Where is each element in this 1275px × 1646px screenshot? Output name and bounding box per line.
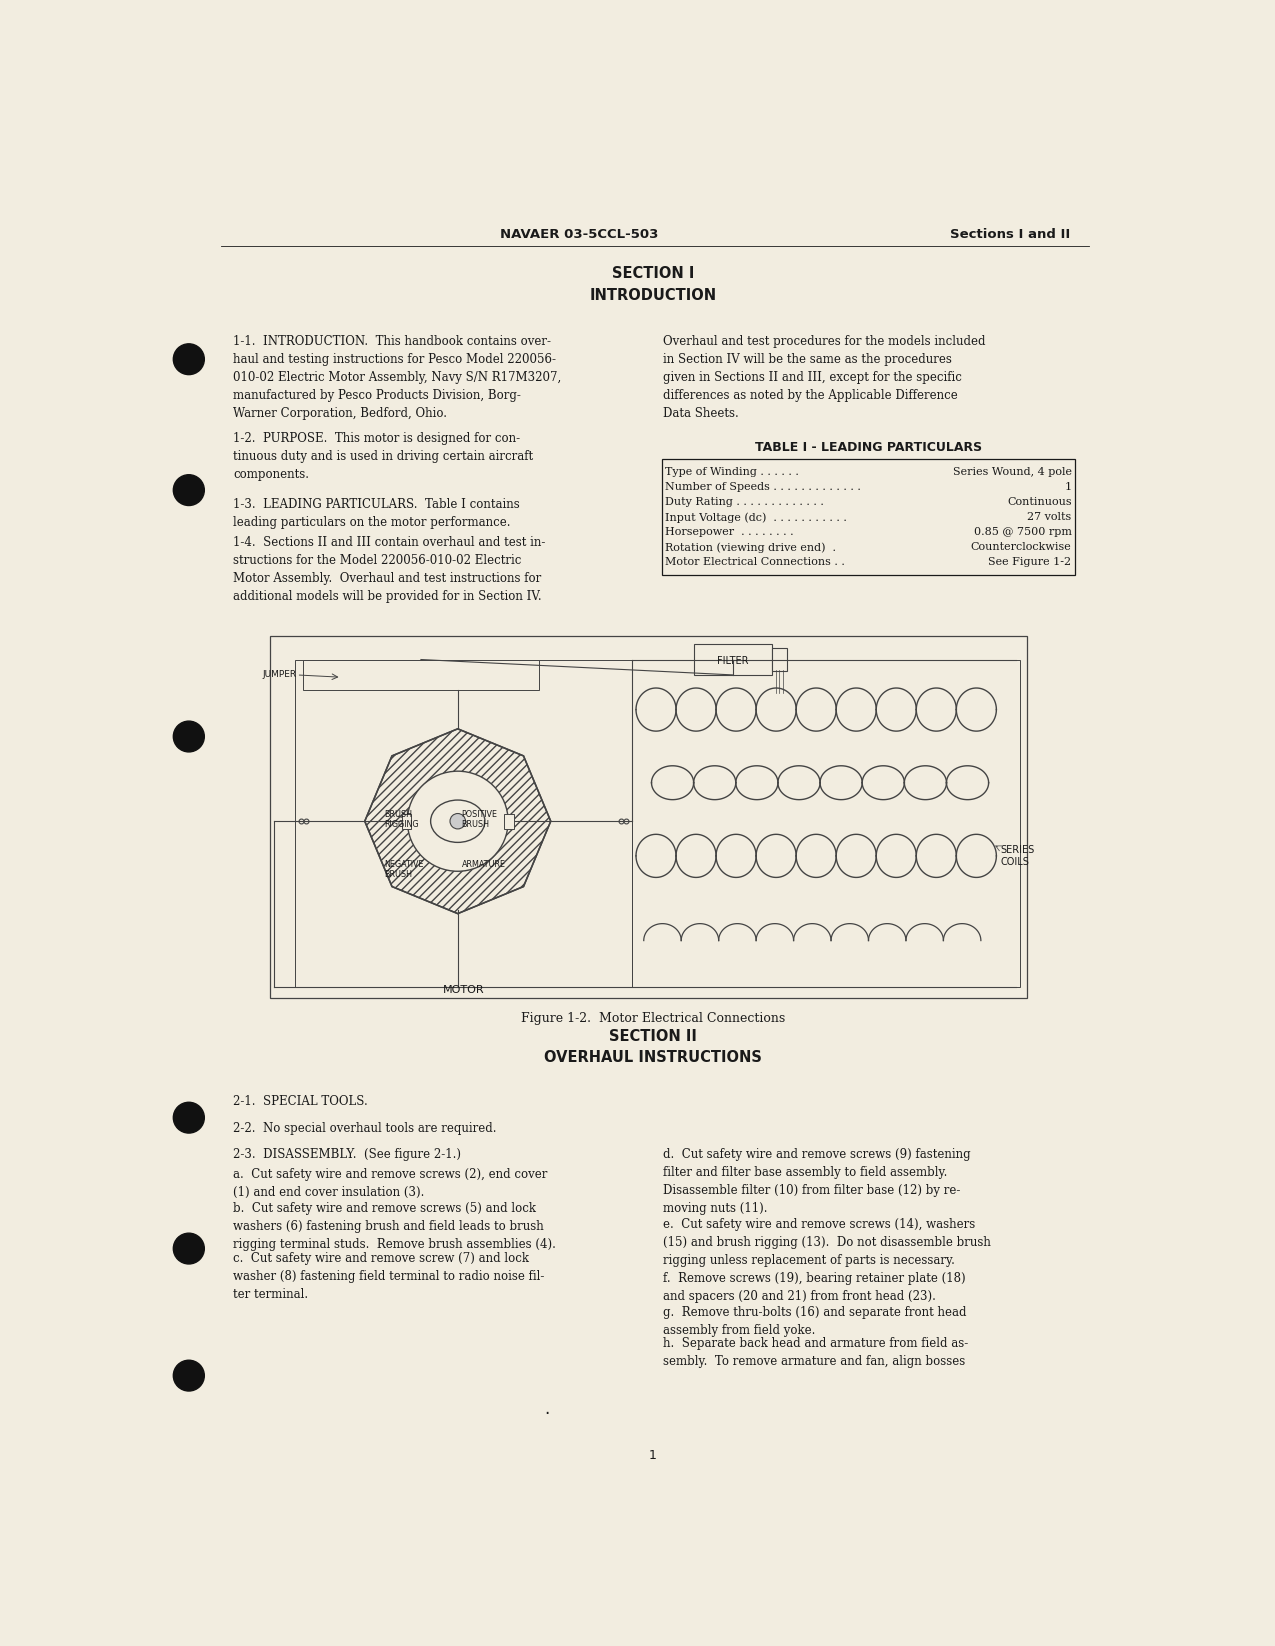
- Text: See Figure 1-2: See Figure 1-2: [988, 556, 1071, 568]
- Bar: [270, 637, 1028, 999]
- Bar: [771, 649, 787, 672]
- Text: 1-4.  Sections II and III contain overhaul and test in-
structions for the Model: 1-4. Sections II and III contain overhau…: [233, 537, 546, 604]
- Circle shape: [173, 1103, 204, 1132]
- Text: 2-3.  DISASSEMBLY.  (See figure 2-1.): 2-3. DISASSEMBLY. (See figure 2-1.): [233, 1149, 462, 1162]
- Circle shape: [450, 813, 465, 830]
- Bar: [694, 644, 771, 675]
- Text: MOTOR: MOTOR: [442, 986, 484, 996]
- Ellipse shape: [431, 800, 484, 843]
- Text: Motor Electrical Connections . .: Motor Electrical Connections . .: [666, 556, 845, 568]
- Text: NAVAER 03-5CCL-503: NAVAER 03-5CCL-503: [500, 227, 659, 240]
- Text: 1-3.  LEADING PARTICULARS.  Table I contains
leading particulars on the motor pe: 1-3. LEADING PARTICULARS. Table I contai…: [233, 497, 520, 528]
- Text: 1-2.  PURPOSE.  This motor is designed for con-
tinuous duty and is used in driv: 1-2. PURPOSE. This motor is designed for…: [233, 433, 533, 481]
- Text: a.  Cut safety wire and remove screws (2), end cover
(1) and end cover insulatio: a. Cut safety wire and remove screws (2)…: [233, 1167, 547, 1198]
- Text: JUMPER: JUMPER: [263, 670, 297, 680]
- Text: Counterclockwise: Counterclockwise: [970, 542, 1071, 551]
- Text: INTRODUCTION: INTRODUCTION: [589, 288, 717, 303]
- Bar: [402, 813, 412, 830]
- Text: Rotation (viewing drive end)  .: Rotation (viewing drive end) .: [666, 542, 836, 553]
- Bar: [295, 660, 632, 986]
- Text: Number of Speeds . . . . . . . . . . . . .: Number of Speeds . . . . . . . . . . . .…: [666, 482, 862, 492]
- Bar: [632, 660, 1020, 986]
- Circle shape: [173, 1360, 204, 1391]
- Bar: [662, 459, 1075, 574]
- Text: Input Voltage (dc)  . . . . . . . . . . .: Input Voltage (dc) . . . . . . . . . . .: [666, 512, 848, 523]
- Text: BRUSH
RIGGING: BRUSH RIGGING: [384, 810, 418, 830]
- Text: TABLE I - LEADING PARTICULARS: TABLE I - LEADING PARTICULARS: [755, 441, 982, 454]
- Text: d.  Cut safety wire and remove screws (9) fastening
filter and filter base assem: d. Cut safety wire and remove screws (9)…: [663, 1149, 970, 1215]
- Text: SECTION II: SECTION II: [609, 1029, 697, 1044]
- Circle shape: [173, 474, 204, 505]
- Circle shape: [173, 721, 204, 752]
- Text: b.  Cut safety wire and remove screws (5) and lock
washers (6) fastening brush a: b. Cut safety wire and remove screws (5)…: [233, 1202, 556, 1251]
- Text: POSITIVE
BRUSH: POSITIVE BRUSH: [462, 810, 497, 830]
- Text: Type of Winding . . . . . .: Type of Winding . . . . . .: [666, 467, 799, 477]
- Text: NEGATIVE
BRUSH: NEGATIVE BRUSH: [384, 859, 423, 879]
- Text: f.  Remove screws (19), bearing retainer plate (18)
and spacers (20 and 21) from: f. Remove screws (19), bearing retainer …: [663, 1272, 965, 1302]
- Text: .: .: [544, 1401, 550, 1419]
- Polygon shape: [365, 729, 551, 914]
- Text: 27 volts: 27 volts: [1028, 512, 1071, 522]
- Text: 1-1.  INTRODUCTION.  This handbook contains over-
haul and testing instructions : 1-1. INTRODUCTION. This handbook contain…: [233, 334, 561, 420]
- Text: 1: 1: [649, 1448, 657, 1462]
- Text: 1: 1: [1065, 482, 1071, 492]
- Text: Overhaul and test procedures for the models included
in Section IV will be the s: Overhaul and test procedures for the mod…: [663, 334, 986, 420]
- Text: 2-2.  No special overhaul tools are required.: 2-2. No special overhaul tools are requi…: [233, 1121, 496, 1134]
- Text: e.  Cut safety wire and remove screws (14), washers
(15) and brush rigging (13).: e. Cut safety wire and remove screws (14…: [663, 1218, 991, 1267]
- Text: Duty Rating . . . . . . . . . . . . .: Duty Rating . . . . . . . . . . . . .: [666, 497, 825, 507]
- Text: SECTION I: SECTION I: [612, 267, 694, 281]
- Text: 0.85 @ 7500 rpm: 0.85 @ 7500 rpm: [974, 527, 1071, 537]
- Text: 2-1.  SPECIAL TOOLS.: 2-1. SPECIAL TOOLS.: [233, 1095, 367, 1108]
- Text: c.  Cut safety wire and remove screw (7) and lock
washer (8) fastening field ter: c. Cut safety wire and remove screw (7) …: [233, 1253, 544, 1302]
- Text: Continuous: Continuous: [1007, 497, 1071, 507]
- Text: h.  Separate back head and armature from field as-
sembly.  To remove armature a: h. Separate back head and armature from …: [663, 1337, 969, 1368]
- Text: Figure 1-2.  Motor Electrical Connections: Figure 1-2. Motor Electrical Connections: [521, 1012, 785, 1025]
- Circle shape: [173, 1233, 204, 1264]
- Text: ARMATURE: ARMATURE: [462, 859, 506, 869]
- Text: Sections I and II: Sections I and II: [950, 227, 1070, 240]
- Text: FILTER: FILTER: [717, 657, 748, 667]
- Text: Horsepower  . . . . . . . .: Horsepower . . . . . . . .: [666, 527, 794, 537]
- Text: g.  Remove thru-bolts (16) and separate front head
assembly from field yoke.: g. Remove thru-bolts (16) and separate f…: [663, 1307, 966, 1337]
- Text: Series Wound, 4 pole: Series Wound, 4 pole: [952, 467, 1071, 477]
- Text: SERIES
COILS: SERIES COILS: [1001, 844, 1034, 867]
- Circle shape: [408, 772, 509, 871]
- Circle shape: [173, 344, 204, 375]
- Bar: [302, 660, 539, 690]
- Text: OVERHAUL INSTRUCTIONS: OVERHAUL INSTRUCTIONS: [544, 1050, 762, 1065]
- Bar: [504, 813, 514, 830]
